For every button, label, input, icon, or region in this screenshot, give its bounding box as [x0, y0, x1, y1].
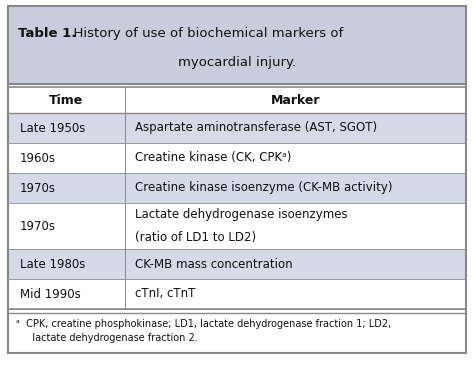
Bar [8, 113, 466, 143]
Text: Late 1980s: Late 1980s [20, 257, 85, 271]
Text: CPK, creatine phosphokinase; LD1, lactate dehydrogenase fraction 1; LD2,
   lact: CPK, creatine phosphokinase; LD1, lactat… [23, 319, 391, 343]
Text: 1960s: 1960s [20, 152, 56, 164]
Text: Creatine kinase isoenzyme (CK-MB activity): Creatine kinase isoenzyme (CK-MB activit… [135, 181, 392, 195]
Text: CK-MB mass concentration: CK-MB mass concentration [135, 257, 292, 271]
Text: Table 1.: Table 1. [18, 27, 76, 40]
Bar [8, 249, 466, 279]
Bar [8, 143, 466, 173]
Text: Time: Time [49, 93, 83, 106]
Text: Marker: Marker [271, 93, 320, 106]
Text: History of use of biochemical markers of: History of use of biochemical markers of [65, 27, 343, 40]
Text: Lactate dehydrogenase isoenzymes: Lactate dehydrogenase isoenzymes [135, 208, 347, 221]
Text: (ratio of LD1 to LD2): (ratio of LD1 to LD2) [135, 231, 256, 244]
Text: 1970s: 1970s [20, 181, 56, 195]
Bar [8, 313, 466, 351]
Text: Mid 1990s: Mid 1990s [20, 288, 81, 300]
Bar [8, 6, 466, 84]
Text: 1970s: 1970s [20, 219, 56, 233]
Bar [8, 279, 466, 309]
Bar [8, 87, 466, 113]
Bar [8, 173, 466, 203]
Bar [8, 87, 466, 309]
Text: Aspartate aminotransferase (AST, SGOT): Aspartate aminotransferase (AST, SGOT) [135, 121, 377, 135]
Text: Creatine kinase (CK, CPKᵃ): Creatine kinase (CK, CPKᵃ) [135, 152, 291, 164]
Text: Late 1950s: Late 1950s [20, 121, 85, 135]
Bar [8, 203, 466, 249]
Text: ᵃ: ᵃ [16, 319, 20, 329]
Text: cTnI, cTnT: cTnI, cTnT [135, 288, 195, 300]
Text: myocardial injury.: myocardial injury. [178, 56, 296, 69]
